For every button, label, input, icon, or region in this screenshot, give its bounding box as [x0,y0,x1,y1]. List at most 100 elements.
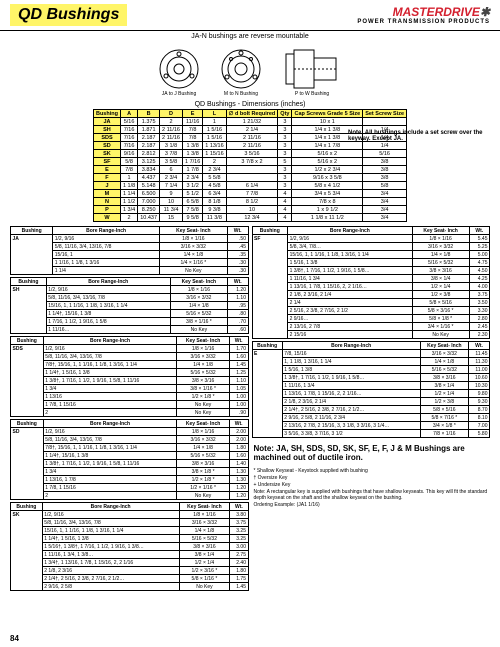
keyway-note: Note: All bushings include a set screw o… [348,130,488,142]
bushing-icon [158,48,200,90]
dimensions-table: BushingABDEL∅ d bolt RequiredQtyCap Scre… [93,109,407,222]
table-row: 2No Key.90 [11,409,249,417]
table-row: 15/16, 1, 1 1/16, 1 1/8, 1 3/16, 1 1/41/… [11,527,249,535]
subtitle: JA-N bushings are reverse mountable [0,33,500,40]
table-row: 2 1/4†, 2 5/16, 2 3/8, 2 7/16, 2 1/2…5/8… [11,575,249,583]
table-row: 1 1/4†, 1 5/16, 1 3/85/16 × 5/323.25 [11,535,249,543]
table-row: 2 1/8, 2 3/16, 2 1/41/2 × 3/89.30 [252,398,490,406]
diagram-a: JA to J Bushing [158,48,200,97]
table-row: 1 3/4†, 1 13/16, 1 7/8, 1 15/16, 2, 2 1/… [11,559,249,567]
dimensions-title: QD Bushings - Dimensions (inches) [0,101,500,108]
table-row: 1 1/4†, 1 5/16, 1 3/85/16 × 5/321.25 [11,369,249,377]
table-row: 1 3/8†, 1 7/16, 1 1/2, 1 9/16, 1 5/8, 1 … [11,460,249,468]
bore-tables: BushingBore Range-InchKey Seat- InchWt.J… [0,226,500,593]
table-row: 2 9/16…5/8 × 1/8 *2.80 [252,315,490,323]
col-header: Cap Screws Grade 5 Size [292,110,363,118]
table-row: P1 3/48.25011 3/47 5/89 3/81041 x 9 1/23… [93,206,406,214]
table-row: 1 3/43/8 × 1/8 *1.30 [11,468,249,476]
table-row: 1 1/4†, 15/16, 1 3/85/16 × 5/321.60 [11,452,249,460]
table-row: 1 3/8†, 1 7/16, 1 1/2, 1 9/16, 1 5/8…3/8… [252,267,490,275]
table-row: SK9/162.8123 7/81 3/81 15/163 5/1635/16 … [93,150,406,158]
diagram-b: M to N Bushing [220,48,262,97]
diagram-row: JA to J Bushing M to N Bushing P to W Bu… [0,42,500,99]
table-row: 2 15/16No Key2.30 [252,331,490,339]
table-row: 1 7/8, 1 15/161/2 × 1/16 *1.20 [11,484,249,492]
table-row: 5/8, 3/4, 7/8…3/16 × 3/325.25 [252,243,490,251]
table-row: 1 11/16, 1 3/43/8 × 1/410.30 [252,382,490,390]
page-title: QD Bushings [10,4,127,26]
brand-name: MASTERDRIVE✱ [357,5,490,19]
table-row: E7/83.83461 7/82 3/431/2 x 2 3/43/8 [93,166,406,174]
table-row: W210.437159 5/811 3/812 3/441 1/8 x 11 1… [93,214,406,222]
table-row: 2 1/4†, 2 5/16, 2 3/8, 2 7/16, 2 1/2…5/8… [252,406,490,414]
table-row: 2 13/16, 2 7/83/4 × 1/16 *2.45 [252,323,490,331]
table-row: 1 13/161/2 × 1/8 *1.00 [11,393,249,401]
table-row: 7/8†, 15/16, 1, 1 1/16, 1 1/8, 1 3/16, 1… [11,361,249,369]
table-row: SD1/2, 9/161/8 × 1/162.00 [11,428,249,436]
table-row: 5/8, 11/16, 3/4, 13/16, 7/83/16 × 3/322.… [11,436,249,444]
col-header: D [160,110,183,118]
col-header: L [203,110,226,118]
bore-table: BushingBore Range-InchKey Seat- InchWt.E… [252,341,491,438]
bore-table: BushingBore Range-InchKey Seat- InchWt.S… [252,226,491,339]
table-row: 1 7/16, 1 1/2, 1 9/16, 1 5/83/8 × 1/16 *… [11,318,249,326]
bore-table: BushingBore Range-InchKey Seat- InchWt.S… [10,277,249,334]
table-row: 15/16, 1, 1 1/16, 1 1/8, 1 3/16, 1 1/41/… [252,251,490,259]
table-row: N1 1/27.000106 5/88 1/88 1/247/8 x 83/4 [93,198,406,206]
table-row: JA1/2, 9/161/8 × 1/16.50 [11,235,249,243]
col-header: Set Screw Size [363,110,407,118]
table-row: 1 5/16, 1 3/85/16 × 5/324.75 [252,259,490,267]
table-row: 1 3/43/8 × 1/16 *1.05 [11,385,249,393]
table-row: J1 1/85.1487 1/43 1/24 5/86 1/435/8 x 4 … [93,182,406,190]
table-row: 2 9/16, 2 5/8No Key1.45 [11,583,249,591]
table-row: 3 5/16, 3 3/8, 3 7/16, 3 1/27/8 × 1/165.… [252,430,490,438]
table-row: 1 13/16, 1 7/8, 1 15/16, 2, 2 1/16…1/2 ×… [252,390,490,398]
bore-table: BushingBore Range-InchKey Seat- InchWt.S… [10,419,249,500]
table-row: E7/8, 15/163/16 × 3/3211.45 [252,350,490,358]
table-row: 1 5/16†, 1 3/8†, 1 7/16, 1 1/2, 1 9/16, … [11,543,249,551]
table-row: 1 3/8†, 1 7/16, 1 1/2, 1 9/16, 1 5/8, 1 … [11,377,249,385]
bushing-side-icon [282,48,342,90]
table-row: 1 3/8†, 1 7/16, 1 1/2, 1 9/16, 1 5/8…3/8… [252,374,490,382]
table-row: 7/8†, 15/16, 1, 1 1/16, 1 1/8, 1 3/16, 1… [11,444,249,452]
table-row: 2 1/45/8 × 5/163.50 [252,299,490,307]
table-row: 5/8, 11/16, 3/4, 13/16, 7/83/16 × 3/321.… [11,353,249,361]
diagram-c: P to W Bushing [282,48,342,97]
table-row: 15/16, 1, 1 1/16, 1 1/8, 1 3/16, 1 1/41/… [11,302,249,310]
table-row: JA5/161.375211/1611 21/32310 x 1 [93,118,406,126]
col-header: Qty [278,110,292,118]
table-row: 2No Key1.20 [11,492,249,500]
table-row: 2 1/8, 2 3/16, 2 1/41/2 × 3/83.75 [252,291,490,299]
table-row: SDS1/2, 9/161/8 × 1/161.70 [11,345,249,353]
table-row: SD7/162.1873 1/81 3/81 13/162 11/1631/4 … [93,142,406,150]
col-header: E [182,110,202,118]
page-number: 84 [10,634,19,643]
table-row: SF5/83.1253 5/81 7/1623 7/8 x 255/16 x 2… [93,158,406,166]
page-header: QD Bushings MASTERDRIVE✱ POWER TRANSMISS… [0,0,500,31]
col-header: A [120,110,137,118]
ductile-note: Note: JA, SH, SDS, SD, SK, SF, E, F, J &… [252,440,491,466]
table-row: 2 13/16, 2 7/8, 2 15/16, 3, 3 1/8, 3 3/1… [252,422,490,430]
bore-table: BushingBore Range-InchKey Seat- InchWt.S… [10,336,249,417]
table-row: 1 1/4†, 15/16, 1 3/85/16 × 5/32.80 [11,310,249,318]
table-row: 1 11/16…No Key.60 [11,326,249,334]
col-header: ∅ d bolt Required [226,110,278,118]
bore-table: BushingBore Range-InchKey Seat- InchWt.J… [10,226,249,275]
table-row: F14.4372 3/42 3/45 5/839/16 x 3 5/83/8 [93,174,406,182]
table-row: 1 13/16, 1 7/81/2 × 1/8 *1.30 [11,476,249,484]
table-row: 5/8, 11/16, 3/4, 13/16, 7/83/16 × 3/321.… [11,294,249,302]
col-header: B [138,110,160,118]
bushing-icon [220,48,262,90]
table-row: 2 9/16, 2 5/8, 2 11/16, 2 3/45/8 × 7/16 … [252,414,490,422]
table-row: SF1/2, 9/161/8 × 1/165.45 [252,235,490,243]
table-row: SK1/2, 9/161/8 × 1/163.80 [11,511,249,519]
table-row: 5/8, 11/16, 3/4, 13/16, 7/83/16 × 3/323.… [11,519,249,527]
table-row: 1, 1 1/8, 1 3/16, 1 1/41/4 × 1/811.30 [252,358,490,366]
table-row: M1 1/46.50095 1/26 3/47 7/843/4 x 5 3/43… [93,190,406,198]
brand-sub: POWER TRANSMISSION PRODUCTS [357,19,490,25]
table-row: 2 1/8, 2 3/161/2 × 3/16 *1.80 [11,567,249,575]
table-row: 1 11/16, 1 3/4, 1 3/8…3/8 × 1/42.75 [11,551,249,559]
table-row: 2 5/16, 2 3/8, 2 7/16, 2 1/25/8 × 3/16 *… [252,307,490,315]
table-row: 1 5/16, 1 3/85/16 × 5/3211.00 [252,366,490,374]
table-row: 1 13/16, 1 7/8, 1 15/16, 2, 2 1/16…1/2 ×… [252,283,490,291]
